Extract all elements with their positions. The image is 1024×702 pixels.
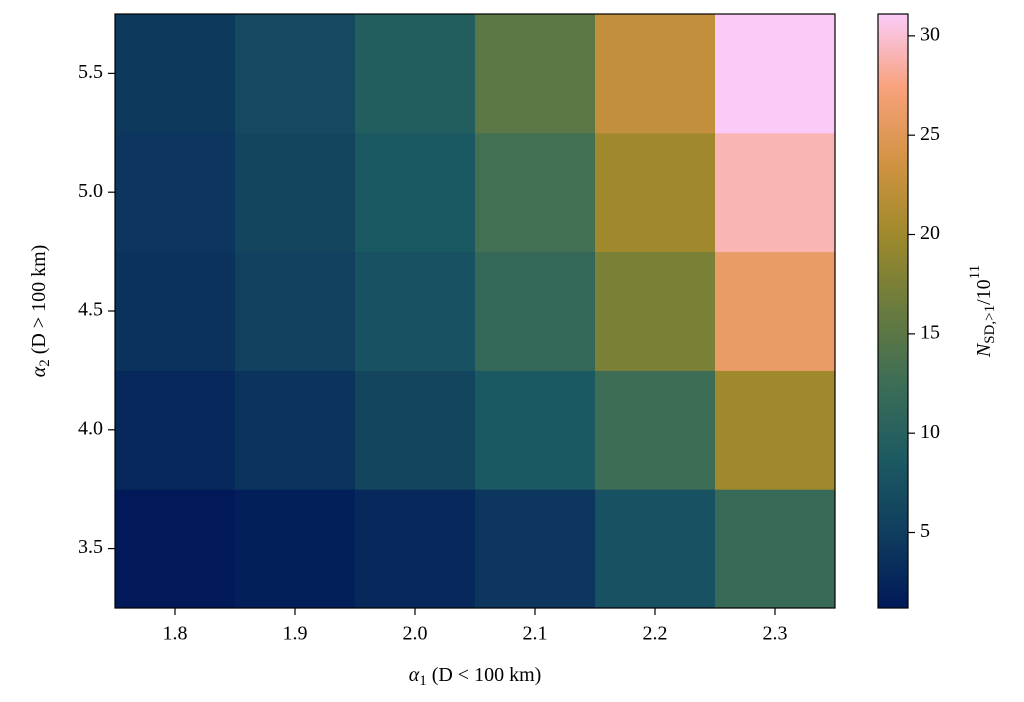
heatmap-cell	[475, 489, 596, 609]
heatmap-cell	[595, 251, 716, 371]
colorbar-label-rest: /10	[973, 279, 995, 305]
y-axis-label-symbol: α	[28, 366, 50, 377]
x-tick-label: 2.3	[763, 623, 788, 645]
heatmap-cells	[115, 14, 836, 609]
heatmap-cell	[595, 489, 716, 609]
heatmap-cell	[475, 132, 596, 253]
heatmap-cell	[715, 489, 836, 609]
heatmap-cell	[475, 370, 596, 490]
heatmap-cell	[115, 132, 236, 253]
heatmap-cell	[715, 132, 836, 253]
colorbar-frame	[877, 13, 909, 609]
heatmap-cell	[715, 370, 836, 490]
heatmap-cell	[355, 132, 476, 253]
heatmap-cell	[475, 251, 596, 371]
heatmap-cell	[235, 14, 356, 134]
heatmap-cell	[115, 370, 236, 490]
y-tick-label: 4.5	[78, 299, 103, 321]
heatmap-cell	[235, 489, 356, 609]
heatmap-cell	[115, 489, 236, 609]
heatmap-cell	[115, 251, 236, 371]
heatmap-cell	[355, 370, 476, 490]
y-tick-label: 5.5	[78, 61, 103, 83]
colorbar-label: NSD,>1/1011	[967, 265, 998, 358]
y-axis-label-sub: 2	[37, 359, 53, 367]
colorbar-tick-label: 30	[920, 23, 940, 45]
x-axis-label: α1 (D < 100 km)	[409, 664, 542, 690]
colorbar-label-sub: SD,>1	[982, 305, 998, 344]
x-tick-label: 2.2	[643, 623, 668, 645]
colorbar-tick-label: 25	[920, 123, 940, 145]
colorbar-tick-label: 20	[920, 222, 940, 244]
y-axis-label-rest: (D > 100 km)	[28, 245, 50, 355]
y-tick-label: 5.0	[78, 180, 103, 202]
x-axis-label-symbol: α	[409, 664, 420, 686]
heatmap-cell	[715, 251, 836, 371]
y-tick-label: 4.0	[78, 417, 103, 439]
heatmap-cell	[715, 14, 836, 134]
colorbar	[878, 14, 908, 608]
heatmap-cell	[595, 14, 716, 134]
heatmap-cell	[115, 14, 236, 134]
heatmap-cell	[595, 132, 716, 253]
heatmap-cell	[355, 489, 476, 609]
heatmap-cell	[235, 370, 356, 490]
colorbar-tick-label: 10	[920, 421, 940, 443]
heatmap-cell	[235, 251, 356, 371]
heatmap-cell	[355, 251, 476, 371]
colorbar-tick-label: 15	[920, 321, 940, 343]
colorbar-tick-label: 5	[920, 520, 930, 542]
heatmap-cell	[595, 370, 716, 490]
colorbar-label-sup: 11	[967, 265, 983, 279]
x-tick-label: 1.8	[163, 623, 188, 645]
heatmap-cell	[235, 132, 356, 253]
heatmap-cell	[475, 14, 596, 134]
x-axis-label-rest: (D < 100 km)	[432, 664, 542, 686]
x-tick-label: 2.0	[403, 623, 428, 645]
x-tick-label: 2.1	[523, 623, 548, 645]
colorbar-label-base: N	[973, 342, 995, 358]
y-axis-label: α2 (D > 100 km)	[28, 245, 54, 378]
x-axis-label-sub: 1	[419, 673, 427, 689]
x-tick-label: 1.9	[283, 623, 308, 645]
heatmap-cell	[355, 14, 476, 134]
y-tick-label: 3.5	[78, 536, 103, 558]
